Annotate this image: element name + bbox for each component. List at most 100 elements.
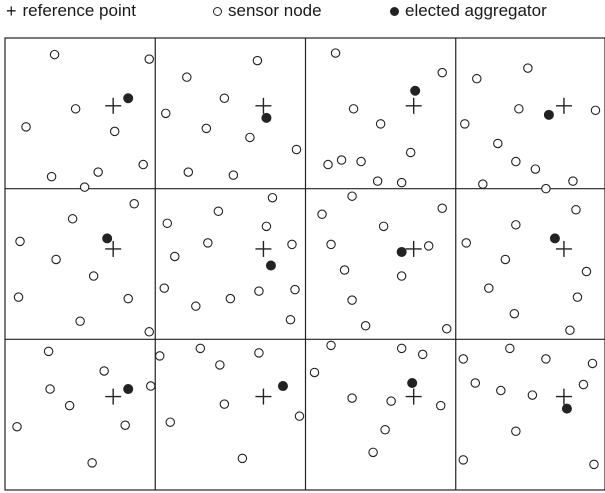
sensor-node (527, 390, 538, 400)
sensor-node (347, 393, 357, 403)
sensor-node (378, 221, 389, 232)
elected-aggregator (410, 85, 421, 96)
sensor-node (203, 238, 213, 248)
sensor-node (336, 155, 347, 165)
elected-aggregator (549, 233, 560, 244)
sensor-node (461, 238, 472, 248)
sensor-node (43, 346, 54, 357)
sensor-node (317, 209, 327, 220)
sensor-node (568, 176, 578, 186)
sensor-node (500, 254, 511, 265)
elected-aggregator (123, 93, 134, 104)
sensor-node (460, 119, 470, 129)
sensor-node (51, 254, 61, 265)
sensor-node (505, 343, 515, 354)
sensor-node (587, 358, 598, 369)
sensor-node (109, 126, 120, 137)
sensor-node (356, 156, 366, 167)
legend-reference: + reference point (6, 1, 136, 21)
sensor-node (12, 421, 22, 432)
sensor-node (245, 132, 255, 143)
sensor-node (15, 236, 25, 247)
sensor-node (129, 198, 139, 209)
sensor-node (470, 378, 481, 388)
elected-aggregator (561, 403, 572, 414)
elected-aggregator (543, 109, 554, 120)
sensor-node (348, 104, 359, 114)
sensor-node (541, 183, 551, 194)
sensor-node (326, 239, 336, 250)
sensor-node (88, 271, 99, 281)
sensor-node (64, 400, 75, 411)
sensor-node (326, 340, 336, 351)
sensor-node (252, 55, 263, 66)
sensor-node (228, 170, 239, 180)
sensor-node (578, 379, 589, 390)
sensor-node (290, 284, 300, 295)
sensor-node (138, 159, 148, 170)
sensor-node (191, 301, 201, 311)
legend-sensor: sensor node (213, 1, 322, 21)
sensor-node (215, 360, 225, 370)
sensor-node (347, 191, 357, 201)
sensor-node (478, 179, 488, 189)
sensor-node (523, 63, 533, 73)
sensor-node (572, 292, 583, 302)
sensor-node (360, 321, 371, 331)
sensor-node (225, 293, 236, 304)
sensor-node (237, 453, 248, 464)
sensor-node (423, 241, 434, 251)
sensor-node (368, 447, 378, 458)
open-circle-icon (213, 6, 222, 16)
sensor-node (87, 458, 97, 468)
sensor-node (380, 424, 390, 435)
sensor-node (405, 147, 416, 158)
sensor-node (291, 144, 302, 155)
sensor-node (458, 354, 469, 364)
sensor-node (123, 293, 133, 304)
sensor-node (511, 426, 521, 436)
legend: + reference point sensor node elected ag… (0, 0, 605, 30)
sensor-node (530, 164, 541, 174)
sensor-node (589, 459, 599, 470)
sensor-node (294, 411, 305, 421)
elected-aggregator (102, 233, 113, 244)
sensor-node (309, 367, 320, 378)
sensor-node (571, 205, 581, 215)
plus-icon: + (6, 1, 17, 21)
elected-aggregator (277, 381, 288, 392)
sensor-node (396, 271, 407, 281)
sensor-node (67, 214, 78, 224)
sensor-node (254, 286, 264, 296)
sensor-node (287, 239, 297, 250)
sensor-node (261, 221, 272, 232)
elected-aggregator (261, 112, 272, 123)
sensor-node (170, 251, 180, 262)
sensor-node (162, 218, 173, 229)
elected-aggregator (123, 384, 134, 395)
sensor-node (144, 327, 154, 337)
sensor-node (213, 206, 224, 217)
sensor-node (75, 316, 85, 327)
elected-aggregator (407, 378, 418, 389)
sensor-node (417, 349, 428, 360)
sensor-node (386, 396, 396, 406)
sensor-node (396, 177, 407, 188)
sensor-node (441, 324, 452, 334)
sensor-node (99, 366, 109, 376)
sensor-node (285, 314, 296, 325)
sensor-node (155, 351, 165, 361)
sensor-node (437, 203, 447, 214)
sensor-node (145, 381, 156, 391)
sensor-node (339, 265, 350, 275)
sensor-node (183, 167, 194, 177)
sensor-node (267, 192, 278, 203)
sensor-node (161, 108, 171, 119)
sensor-node (13, 292, 24, 302)
sensor-node (254, 348, 264, 358)
sensor-node (79, 182, 90, 192)
legend-aggregator: elected aggregator (390, 1, 547, 21)
sensor-node (511, 220, 521, 230)
sensor-node (219, 399, 230, 409)
sensor-node (372, 176, 383, 186)
